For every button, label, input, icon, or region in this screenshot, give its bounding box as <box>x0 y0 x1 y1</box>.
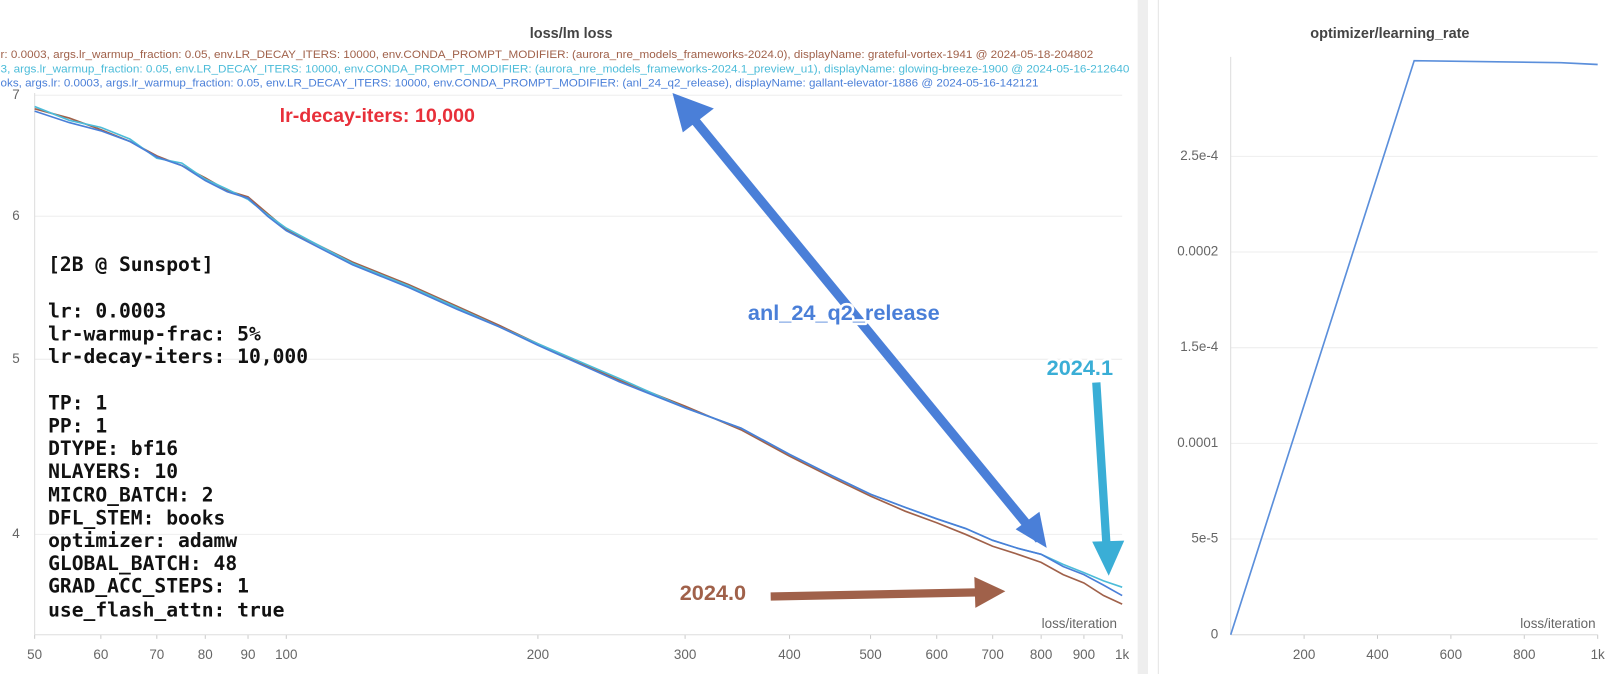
x-tick-label: 200 <box>1293 647 1315 662</box>
legend-entry: oks, args.lr: 0.0003, args.lr_warmup_fra… <box>1 78 1039 90</box>
x-tick-label: 50 <box>27 647 42 662</box>
arrow <box>687 112 1044 543</box>
legend-entry: r: 0.0003, args.lr_warmup_fraction: 0.05… <box>1 49 1094 61</box>
y-tick-label: 5 <box>12 351 19 366</box>
x-tick-label: 80 <box>198 647 213 662</box>
series-line <box>34 110 1123 597</box>
y-tick-label: 0 <box>1211 626 1218 641</box>
note-line: PP: 1 <box>48 414 107 437</box>
x-tick-label: 600 <box>926 647 948 662</box>
y-tick-label: 1.5e-4 <box>1180 339 1219 354</box>
arrow <box>1092 382 1111 549</box>
note-line: DTYPE: bf16 <box>48 437 178 460</box>
x-tick-label: 1k <box>1115 647 1129 662</box>
panel-divider <box>1137 0 1148 674</box>
note-line: TP: 1 <box>48 392 107 415</box>
x-tick-label: 600 <box>1440 647 1462 662</box>
x-tick-label: 800 <box>1513 647 1535 662</box>
arrow-head <box>974 576 1006 608</box>
x-tick-label: 500 <box>859 647 881 662</box>
note-line: lr: 0.0003 <box>48 300 166 323</box>
x-tick-label: 900 <box>1073 647 1095 662</box>
arrow-head <box>1092 540 1125 576</box>
note-line: DFL_STEM: books <box>48 506 225 529</box>
chart-title: optimizer/learning_rate <box>1310 26 1469 42</box>
arrow-head <box>1015 511 1047 548</box>
arrow-head <box>672 93 714 133</box>
y-tick-label: 4 <box>12 526 20 541</box>
note-line: MICRO_BATCH: 2 <box>48 484 213 507</box>
x-tick-label: 70 <box>149 647 164 662</box>
x-tick-label: 800 <box>1030 647 1052 662</box>
y-tick-label: 0.0001 <box>1177 435 1218 450</box>
note-line: lr-warmup-frac: 5% <box>48 322 261 345</box>
chart-title: loss/lm loss <box>530 26 613 42</box>
x-tick-label: 100 <box>275 647 297 662</box>
arrows <box>672 93 1125 608</box>
x-tick-label: 90 <box>241 647 256 662</box>
x-tick-label: 400 <box>1366 647 1388 662</box>
arrow <box>770 588 978 601</box>
x-tick-label: 300 <box>674 647 696 662</box>
callout: 2024.0 <box>680 580 746 605</box>
note-line: use_flash_attn: true <box>48 598 284 621</box>
legend-entry: 3, args.lr_warmup_fraction: 0.05, env.LR… <box>1 63 1130 75</box>
callout: anl_24_q2_release <box>748 300 940 325</box>
callout: 2024.1 <box>1047 355 1113 380</box>
note-line: [2B @ Sunspot] <box>48 253 213 276</box>
note-line: optimizer: adamw <box>48 529 237 552</box>
y-tick-label: 2.5e-4 <box>1180 148 1219 163</box>
x-axis-label: loss/iteration <box>1042 616 1117 631</box>
y-tick-label: 6 <box>12 208 19 223</box>
note-line: NLAYERS: 10 <box>48 460 178 483</box>
y-tick-label: 5e-5 <box>1191 531 1218 546</box>
x-tick-label: 700 <box>981 647 1003 662</box>
x-tick-label: 60 <box>93 647 108 662</box>
callout: lr-decay-iters: 10,000 <box>280 105 475 127</box>
series-line <box>1229 59 1598 635</box>
plots: loss/lm loss 4 5 6 7 50 60 70 80 90 100 200 300 400 50… <box>1 26 1606 662</box>
x-tick-label: 1k <box>1591 647 1605 662</box>
x-axis-label: loss/iteration <box>1520 616 1595 631</box>
x-tick-label: 200 <box>527 647 549 662</box>
note-line: GRAD_ACC_STEPS: 1 <box>48 575 249 598</box>
y-tick-label: 0.0002 <box>1177 244 1218 259</box>
note-line: GLOBAL_BATCH: 48 <box>48 552 237 575</box>
y-tick-label: 7 <box>12 87 19 102</box>
note-line: lr-decay-iters: 10,000 <box>48 345 308 368</box>
x-tick-label: 400 <box>778 647 800 662</box>
